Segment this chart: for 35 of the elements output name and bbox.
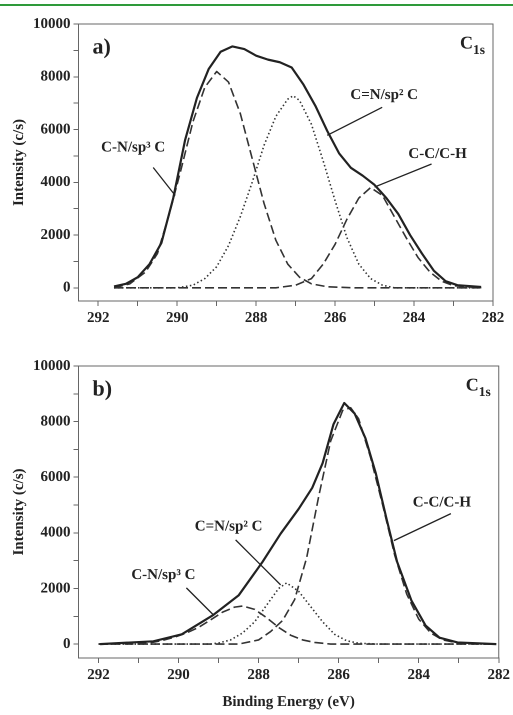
x-tick-label: 286	[327, 666, 350, 683]
x-tick-label: 282	[488, 666, 510, 683]
annotation: C=N/sp² C	[350, 87, 418, 104]
y-tick-label: 4000	[40, 174, 70, 190]
annotation: C-N/sp³ C	[101, 139, 166, 156]
y-tick-label: 0	[63, 280, 70, 296]
y-tick-label: 2000	[40, 580, 70, 596]
annotation: b)	[92, 376, 112, 401]
x-tick-label: 288	[244, 310, 268, 326]
y-tick-label: 6000	[40, 469, 70, 486]
y-tick-label: 6000	[40, 121, 70, 138]
y-tick-label: 8000	[40, 413, 70, 430]
x-tick-label: 284	[407, 666, 430, 683]
annotation: C-C/C-H	[412, 494, 472, 511]
x-tick-label: 288	[247, 666, 270, 683]
y-axis-title: Intensity (c/s)	[10, 118, 27, 206]
annotation: C=N/sp² C	[194, 518, 262, 535]
y-tick-label: 10000	[33, 16, 70, 32]
annotation: C-N/sp³ C	[131, 566, 196, 583]
x-tick-label: 292	[86, 310, 110, 326]
y-tick-label: 4000	[40, 524, 70, 541]
y-axis-title: Intensity (c/s)	[10, 468, 27, 556]
y-tick-label: 2000	[40, 226, 70, 243]
x-tick-label: 292	[87, 666, 110, 683]
x-tick-label: 286	[324, 310, 347, 326]
x-tick-label: 284	[402, 310, 426, 326]
x-tick-label: 290	[167, 666, 190, 683]
y-tick-label: 10000	[33, 358, 70, 374]
x-axis-title: Binding Energy (eV)	[222, 694, 355, 710]
y-tick-label: 0	[63, 636, 70, 652]
x-tick-label: 282	[482, 310, 504, 326]
annotation: a)	[92, 34, 111, 59]
y-tick-label: 8000	[40, 68, 70, 85]
annotation: C-C/C-H	[408, 146, 468, 162]
x-tick-label: 290	[166, 310, 188, 326]
